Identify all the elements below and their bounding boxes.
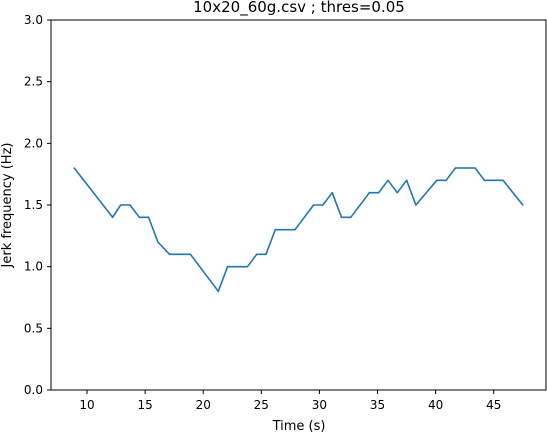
- data-point: [274, 228, 277, 231]
- x-tick-label: 20: [196, 398, 211, 412]
- x-tick-label: 45: [486, 398, 501, 412]
- x-tick-label: 15: [137, 398, 152, 412]
- data-point: [474, 167, 476, 169]
- y-tick-label: 3.0: [24, 13, 43, 27]
- x-tick-label: 35: [370, 398, 385, 412]
- data-point: [217, 290, 220, 293]
- data-points: [73, 167, 524, 293]
- data-point: [138, 216, 141, 219]
- x-tick-label: 40: [428, 398, 443, 412]
- data-point: [255, 253, 258, 256]
- data-point: [492, 179, 495, 182]
- data-point: [168, 253, 171, 256]
- data-point: [284, 228, 287, 231]
- y-tick-label: 0.0: [24, 383, 43, 397]
- x-tick-label: 30: [312, 398, 327, 412]
- data-point: [454, 167, 457, 169]
- y-axis-label: Jerk frequency (Hz): [0, 143, 15, 269]
- data-point: [377, 191, 380, 194]
- x-axis-ticks: 10 15 20 25 30 35 40 45: [79, 390, 501, 412]
- data-point: [463, 167, 466, 169]
- y-tick-label: 0.5: [24, 321, 43, 335]
- data-point: [147, 216, 150, 219]
- data-point: [237, 265, 239, 268]
- data-point: [111, 216, 114, 219]
- data-point: [179, 253, 181, 256]
- data-point: [322, 204, 324, 206]
- data-point: [265, 253, 267, 256]
- data-point: [340, 216, 343, 219]
- y-axis-ticks: 0.0 0.5 1.0 1.5 2.0 2.5 3.0: [24, 13, 51, 397]
- series-line: [73, 167, 524, 293]
- x-axis-label: Time (s): [272, 419, 326, 433]
- data-point: [483, 179, 486, 182]
- data-point: [294, 228, 296, 231]
- data-point: [331, 191, 333, 194]
- data-point: [246, 265, 249, 268]
- y-tick-label: 2.5: [24, 75, 43, 89]
- data-point: [119, 204, 122, 206]
- x-tick-label: 10: [79, 398, 94, 412]
- data-point: [73, 167, 76, 169]
- chart-title: 10x20_60g.csv ; thres=0.05: [193, 0, 405, 17]
- data-point: [157, 241, 159, 243]
- data-point: [368, 191, 371, 194]
- data-point: [226, 265, 229, 268]
- plot-area: [50, 19, 547, 391]
- data-point: [396, 191, 399, 194]
- data-point: [129, 204, 131, 206]
- data-point: [521, 204, 524, 206]
- data-point: [189, 253, 192, 256]
- y-tick-label: 1.0: [24, 260, 43, 274]
- x-tick-label: 25: [254, 398, 269, 412]
- data-point: [435, 179, 438, 182]
- data-point: [349, 216, 352, 219]
- y-tick-label: 2.0: [24, 136, 43, 150]
- data-point: [415, 204, 417, 206]
- data-point: [405, 179, 408, 182]
- data-point: [312, 204, 315, 206]
- data-point: [387, 179, 389, 182]
- data-point: [445, 179, 447, 182]
- y-tick-label: 1.5: [24, 198, 43, 212]
- data-point: [502, 179, 504, 182]
